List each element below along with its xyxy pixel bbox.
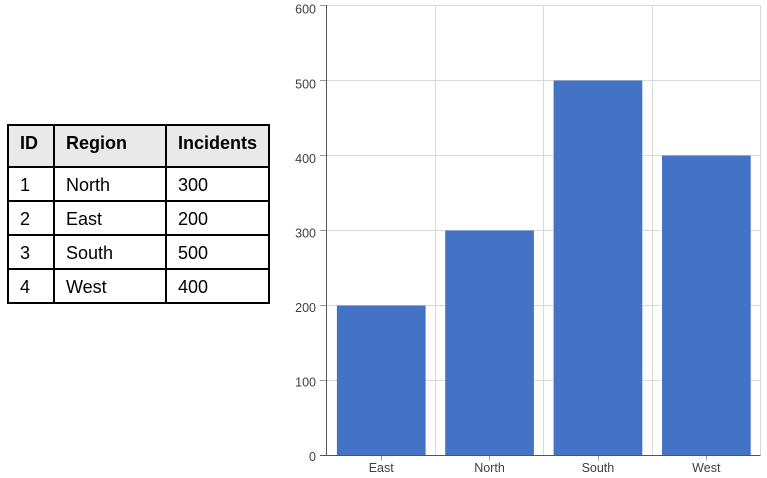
svg-text:300: 300 bbox=[295, 227, 316, 241]
svg-text:0: 0 bbox=[309, 450, 316, 464]
svg-text:North: North bbox=[474, 461, 505, 475]
svg-text:East: East bbox=[369, 461, 395, 475]
svg-text:200: 200 bbox=[295, 301, 316, 315]
svg-text:500: 500 bbox=[295, 77, 316, 91]
svg-text:600: 600 bbox=[295, 3, 316, 17]
svg-text:400: 400 bbox=[295, 152, 316, 166]
svg-text:100: 100 bbox=[295, 376, 316, 390]
svg-text:West: West bbox=[692, 461, 721, 475]
svg-text:South: South bbox=[582, 461, 615, 475]
